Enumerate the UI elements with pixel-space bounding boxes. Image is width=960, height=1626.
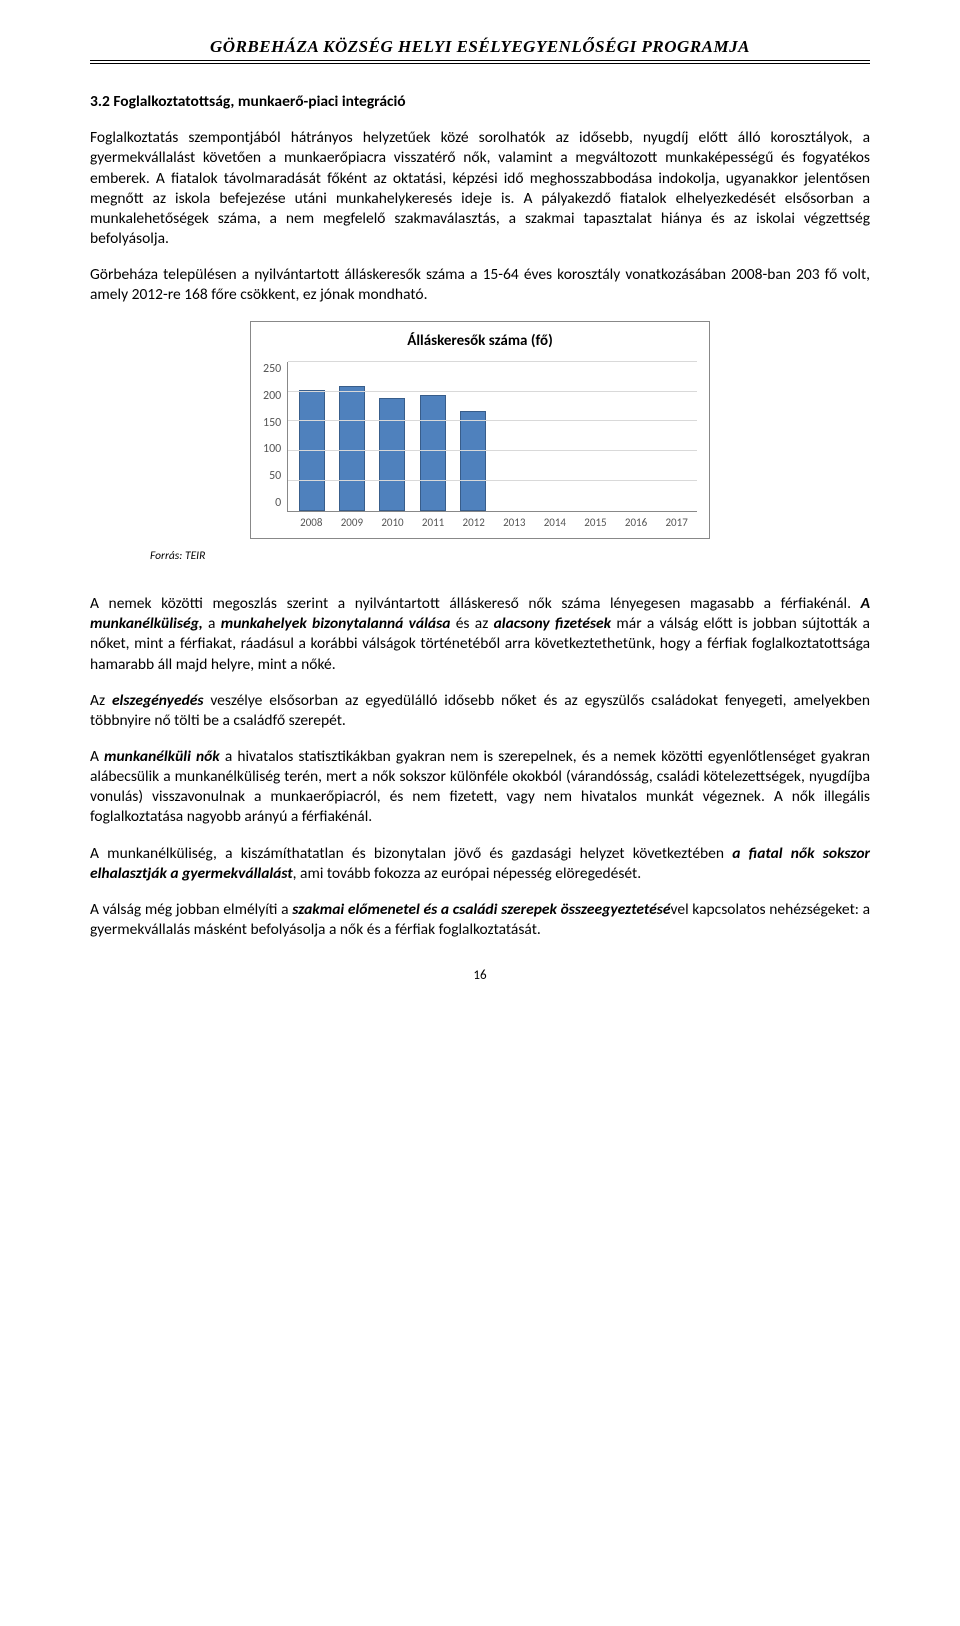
x-tick: 2016 xyxy=(616,516,657,530)
chart-source: Forrás: TEIR xyxy=(150,549,870,564)
text: Az xyxy=(90,691,112,710)
gridline xyxy=(288,361,697,362)
emphasis: munkahelyek bizonytalanná válása xyxy=(221,614,451,633)
text: és az xyxy=(450,614,493,633)
gridline xyxy=(288,450,697,451)
paragraph-4: Az elszegényedés veszélye elsősorban az … xyxy=(90,691,870,731)
paragraph-5: A munkanélküli nők a hivatalos statiszti… xyxy=(90,747,870,828)
bar-slot xyxy=(412,362,452,511)
bar xyxy=(460,411,486,511)
bar-slot xyxy=(533,362,573,511)
x-tick: 2008 xyxy=(291,516,332,530)
chart-plot xyxy=(287,362,697,512)
bar-slot xyxy=(453,362,493,511)
gridline xyxy=(288,391,697,392)
chart-title: Álláskeresők száma (fő) xyxy=(263,332,697,352)
chart-y-axis: 250 200 150 100 50 0 xyxy=(263,362,287,512)
y-tick: 200 xyxy=(263,389,281,405)
bar xyxy=(339,386,365,511)
chart-x-axis: 2008200920102011201220132014201520162017 xyxy=(263,516,697,530)
text: A munkanélküliség, a kiszámíthatatlan és… xyxy=(90,844,732,863)
paragraph-3: A nemek közötti megoszlás szerint a nyil… xyxy=(90,594,870,675)
paragraph-2: Görbeháza településen a nyilvántartott á… xyxy=(90,265,870,305)
emphasis: munkanélküli nők xyxy=(104,747,220,766)
bar-chart: Álláskeresők száma (fő) 250200150100500 … xyxy=(250,321,710,539)
text: A válság még jobban elmélyíti a xyxy=(90,900,292,919)
text: a xyxy=(203,614,221,633)
emphasis: alacsony fizetések xyxy=(494,614,611,633)
paragraph-6: A munkanélküliség, a kiszámíthatatlan és… xyxy=(90,844,870,884)
x-tick: 2010 xyxy=(372,516,413,530)
bar xyxy=(420,395,446,511)
bar-slot xyxy=(372,362,412,511)
bar-slot xyxy=(292,362,332,511)
gridline xyxy=(288,480,697,481)
text: , ami tovább fokozza az európai népesség… xyxy=(293,864,641,883)
x-tick: 2014 xyxy=(535,516,576,530)
y-tick: 50 xyxy=(263,469,281,485)
chart-container: Álláskeresők száma (fő) 250200150100500 … xyxy=(250,321,710,539)
bar-slot xyxy=(573,362,613,511)
emphasis: szakmai előmenetel és a családi szerepek… xyxy=(292,900,670,919)
bar-slot xyxy=(653,362,693,511)
bar xyxy=(379,398,405,511)
x-tick: 2013 xyxy=(494,516,535,530)
gridline xyxy=(288,420,697,421)
x-tick: 2009 xyxy=(332,516,373,530)
x-tick: 2011 xyxy=(413,516,454,530)
bar-slot xyxy=(332,362,372,511)
text: A nemek közötti megoszlás szerint a nyil… xyxy=(90,594,861,613)
x-tick: 2015 xyxy=(575,516,616,530)
y-tick: 0 xyxy=(263,496,281,512)
paragraph-1: Foglalkoztatás szempontjából hátrányos h… xyxy=(90,128,870,249)
y-tick: 100 xyxy=(263,442,281,458)
chart-bars xyxy=(288,362,697,511)
y-tick: 250 xyxy=(263,362,281,378)
paragraph-7: A válság még jobban elmélyíti a szakmai … xyxy=(90,900,870,940)
bar-slot xyxy=(613,362,653,511)
document-header: GÖRBEHÁZA KÖZSÉG HELYI ESÉLYEGYENLŐSÉGI … xyxy=(90,36,870,64)
text: A xyxy=(90,747,104,766)
text: veszélye elsősorban az egyedülálló időse… xyxy=(90,691,870,730)
x-tick: 2012 xyxy=(453,516,494,530)
page-number: 16 xyxy=(90,968,870,985)
emphasis: elszegényedés xyxy=(112,691,204,710)
y-tick: 150 xyxy=(263,416,281,432)
x-tick: 2017 xyxy=(656,516,697,530)
bar-slot xyxy=(493,362,533,511)
section-title: 3.2 Foglalkoztatottság, munkaerő-piaci i… xyxy=(90,92,870,112)
